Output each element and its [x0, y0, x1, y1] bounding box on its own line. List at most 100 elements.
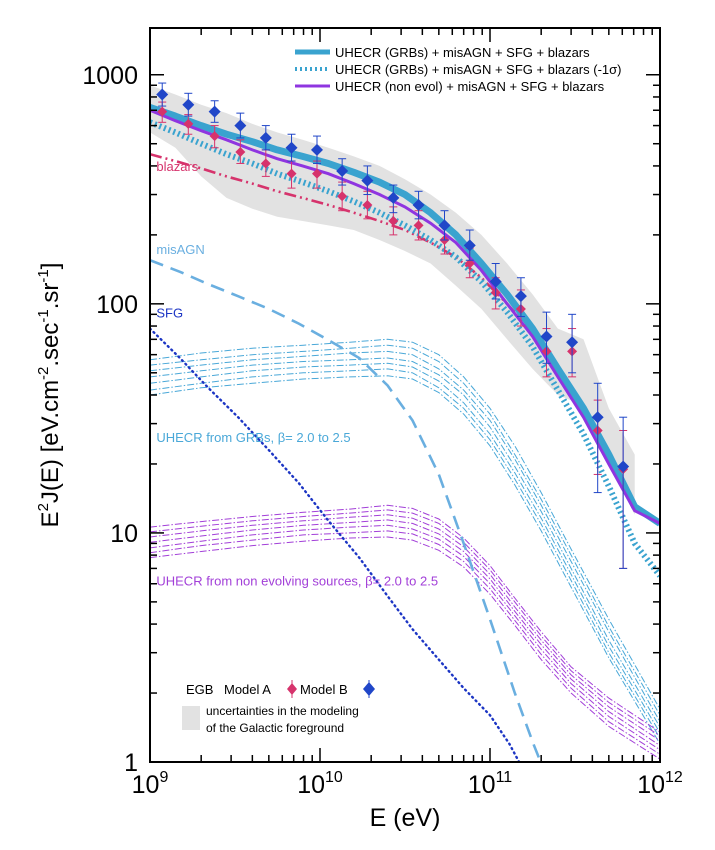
grb-family-curve-3	[150, 350, 660, 722]
model-b-point-13	[463, 229, 476, 261]
model-b-point-6	[285, 133, 298, 162]
model-a-point-9	[362, 190, 373, 220]
model-b-marker	[463, 239, 476, 252]
grb-total-minus1sigma-curve	[150, 119, 660, 578]
model-a-marker	[286, 168, 297, 179]
nonevol-family-curve-6	[150, 530, 660, 755]
model-a-marker	[209, 131, 220, 142]
uhecr-family-layer	[150, 338, 660, 760]
legend-egb-label: EGB	[186, 682, 213, 697]
legend-label-1: UHECR (GRBs) + misAGN + SFG + blazars	[335, 45, 590, 60]
curve-annotation: UHECR from non evolving sources, β= 2.0 …	[156, 573, 438, 588]
nonevol-family-curve-4	[150, 519, 660, 746]
y-axis-label-part: -1	[35, 269, 52, 282]
model-b-marker	[387, 191, 400, 204]
y-axis-label-part: 2	[35, 503, 52, 511]
legend-band-swatch	[182, 706, 200, 730]
model-a-marker	[260, 158, 271, 169]
model-a-marker	[337, 191, 348, 202]
model-a-marker	[183, 118, 194, 129]
y-tick-label: 1	[124, 749, 138, 777]
curve-annotation: SFG	[156, 306, 183, 321]
nonevol-family-curve-5	[150, 524, 660, 751]
model-b-marker	[489, 275, 502, 288]
grb-family-curve-7	[150, 375, 660, 745]
model-b-point-19	[617, 416, 630, 569]
curve-annotation: misAGN	[156, 242, 204, 257]
model-b-marker	[540, 330, 553, 343]
y-axis-label-part: .sec	[37, 323, 64, 367]
model-b-marker	[412, 199, 425, 212]
x-axis-label: E (eV)	[370, 804, 441, 832]
legend-model-b-label: Model B	[300, 682, 348, 697]
model-b-point-16	[540, 311, 553, 364]
axis-tick-labels: 109 1010 1011 1012 1 10 100 1000	[82, 62, 683, 799]
nonevol-family-curve-1	[150, 504, 660, 733]
curve-annotation: UHECR from GRBs, β= 2.0 to 2.5	[156, 430, 350, 445]
legend-band-text-1: uncertainties in the modeling	[206, 704, 359, 718]
y-axis-label-part: E	[37, 511, 64, 527]
grb-total-curve	[150, 104, 660, 527]
model-a-point-8	[337, 181, 348, 212]
legend-band-text-2: of the Galactic foreground	[206, 721, 344, 735]
model-b-point-1	[156, 82, 169, 107]
model-b-marker	[438, 219, 451, 232]
model-b-point-15	[514, 277, 527, 318]
component-curves-layer	[150, 152, 559, 762]
legend-top-right: UHECR (GRBs) + misAGN + SFG + blazars UHE…	[295, 45, 621, 94]
y-axis-label-part: -2	[35, 367, 52, 380]
model-a-marker	[464, 258, 475, 269]
sfg-curve	[150, 327, 521, 762]
x-tick-label: 1010	[297, 769, 343, 799]
blazars-curve	[150, 152, 559, 370]
model-b-marker	[259, 131, 272, 144]
model-a-marker	[362, 200, 373, 211]
y-axis-label-part: J(E) [eV.cm	[37, 380, 64, 503]
total-curves-layer	[150, 104, 660, 578]
model-b-marker	[566, 336, 579, 349]
model-b-point-4	[234, 112, 247, 139]
model-a-marker	[311, 168, 322, 179]
nonevol-total-curve	[150, 108, 660, 525]
y-axis-label-part: -1	[35, 309, 52, 322]
nonevol-family-curve-2	[150, 509, 660, 737]
y-axis-label-part: .sr	[37, 283, 64, 310]
x-tick-label: 109	[132, 769, 169, 799]
curve-annotations: blazars misAGN SFG UHECR from GRBs, β= 2.0 …	[156, 159, 438, 588]
model-b-point-17	[566, 313, 579, 374]
model-b-marker	[591, 411, 604, 424]
model-a-marker	[388, 215, 399, 226]
model-a-point-3	[209, 125, 220, 149]
curve-annotation: blazars	[156, 159, 198, 174]
model-b-point-10	[387, 184, 400, 214]
model-a-point-2	[183, 114, 194, 135]
misagn-curve	[150, 258, 543, 762]
x-tick-label: 1012	[637, 769, 683, 799]
y-tick-label: 100	[96, 291, 138, 319]
model-b-marker	[336, 165, 349, 178]
model-b-marker	[361, 174, 374, 187]
axis-ticks	[149, 28, 661, 763]
model-b-point-14	[489, 263, 502, 300]
nonevol-family-curve-3	[150, 514, 660, 742]
grb-family-curve-4	[150, 357, 660, 728]
x-tick-label: 1011	[468, 769, 513, 799]
y-tick-label: 10	[110, 520, 138, 548]
uncertainty-band-layer	[150, 85, 635, 515]
data-points-layer	[156, 82, 630, 569]
model-b-point-18	[591, 382, 604, 494]
model-b-point-12	[438, 210, 451, 241]
model-b-point-9	[361, 165, 374, 196]
model-b-marker	[208, 105, 221, 118]
model-b-point-5	[259, 125, 272, 151]
legend-bottom-left: EGB Model A Model B uncertainties in the mo…	[182, 680, 375, 735]
model-a-marker	[413, 220, 424, 231]
model-a-marker	[235, 147, 246, 158]
model-b-marker	[182, 98, 195, 111]
uncertainty-band	[150, 85, 635, 515]
model-b-point-2	[182, 92, 195, 117]
nonevol-family-curve-7	[150, 536, 660, 760]
model-b-marker	[285, 141, 298, 154]
y-axis-label-part: ]	[37, 263, 64, 270]
